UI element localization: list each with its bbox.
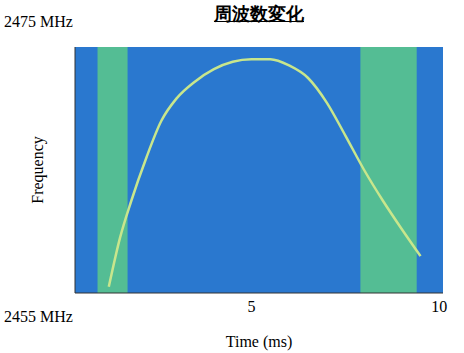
svg-text:2475 MHz: 2475 MHz — [4, 13, 73, 30]
svg-text:2455 MHz: 2455 MHz — [4, 308, 73, 325]
html-text:周波数変化: 周波数変化 — [214, 3, 304, 24]
svg-text:Frequency: Frequency — [29, 136, 47, 204]
svg-text:5: 5 — [247, 298, 255, 315]
svg-text:Time (ms): Time (ms) — [226, 333, 293, 351]
svg-text:10: 10 — [431, 298, 447, 315]
